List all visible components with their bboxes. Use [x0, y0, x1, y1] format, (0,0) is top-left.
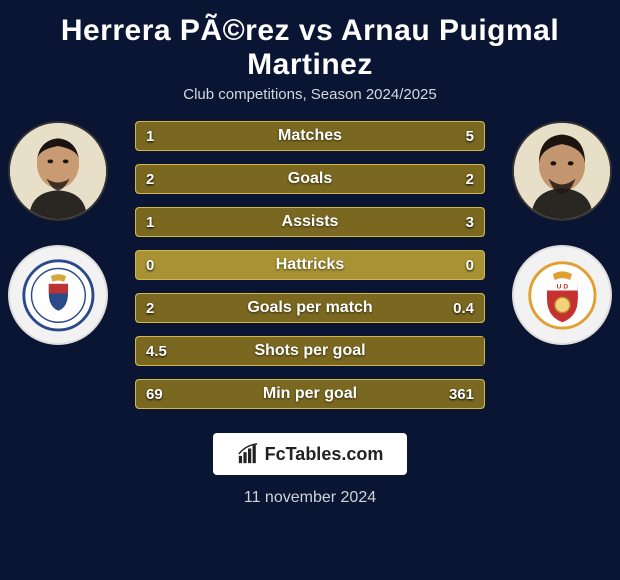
page-title: Herrera PÃ©rez vs Arnau Puigmal Martinez: [0, 0, 620, 86]
stat-label: Shots per goal: [136, 342, 484, 360]
chart-icon: [237, 443, 259, 465]
footer-date: 11 november 2024: [0, 489, 620, 507]
stat-bar: 2Goals2: [135, 164, 485, 194]
stat-bar: 1Matches5: [135, 121, 485, 151]
stat-bar: 2Goals per match0.4: [135, 293, 485, 323]
right-club-badge: U D: [512, 245, 612, 345]
stat-bar: 0Hattricks0: [135, 250, 485, 280]
right-player-avatar: [512, 121, 612, 221]
stat-label: Goals: [136, 170, 484, 188]
comparison-content: U D 1Matches5 2Goals2 1Assists3 0Hattricks0…: [0, 121, 620, 409]
subtitle: Club competitions, Season 2024/2025: [0, 86, 620, 103]
stat-bar: 4.5Shots per goal: [135, 336, 485, 366]
brand-text: FcTables.com: [265, 444, 384, 465]
stat-label: Hattricks: [136, 256, 484, 274]
right-player-column: U D: [512, 121, 612, 345]
stat-bar: 1Assists3: [135, 207, 485, 237]
svg-text:U D: U D: [556, 283, 568, 290]
footer: FcTables.com 11 november 2024: [0, 433, 620, 507]
brand-logo: FcTables.com: [213, 433, 408, 475]
left-club-badge: [8, 245, 108, 345]
stat-label: Goals per match: [136, 299, 484, 317]
stat-label: Assists: [136, 213, 484, 231]
left-player-column: [8, 121, 108, 345]
stat-bars: 1Matches5 2Goals2 1Assists3 0Hattricks0 2Goa…: [135, 121, 485, 409]
stat-label: Min per goal: [136, 385, 484, 403]
stat-bar: 69Min per goal361: [135, 379, 485, 409]
left-player-avatar: [8, 121, 108, 221]
stat-label: Matches: [136, 127, 484, 145]
